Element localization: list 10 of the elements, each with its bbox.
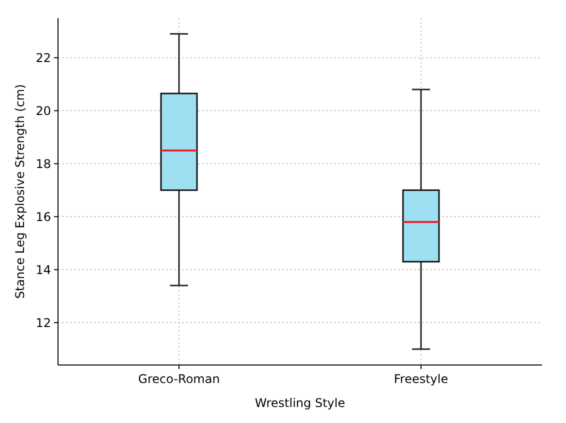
x-axis-title: Wrestling Style bbox=[254, 396, 346, 410]
y-tick-label: 18 bbox=[36, 156, 51, 171]
y-tick-label: 14 bbox=[36, 262, 51, 277]
x-tick-label: Freestyle bbox=[394, 372, 448, 386]
x-tick-label: Greco-Roman bbox=[138, 372, 220, 386]
y-tick-label: 12 bbox=[36, 316, 51, 330]
y-tick-label: 16 bbox=[36, 210, 51, 224]
y-tick-label: 20 bbox=[36, 104, 51, 118]
y-axis-title: Stance Leg Explosive Strength (cm) bbox=[13, 84, 27, 299]
y-tick-label: 22 bbox=[36, 50, 51, 65]
